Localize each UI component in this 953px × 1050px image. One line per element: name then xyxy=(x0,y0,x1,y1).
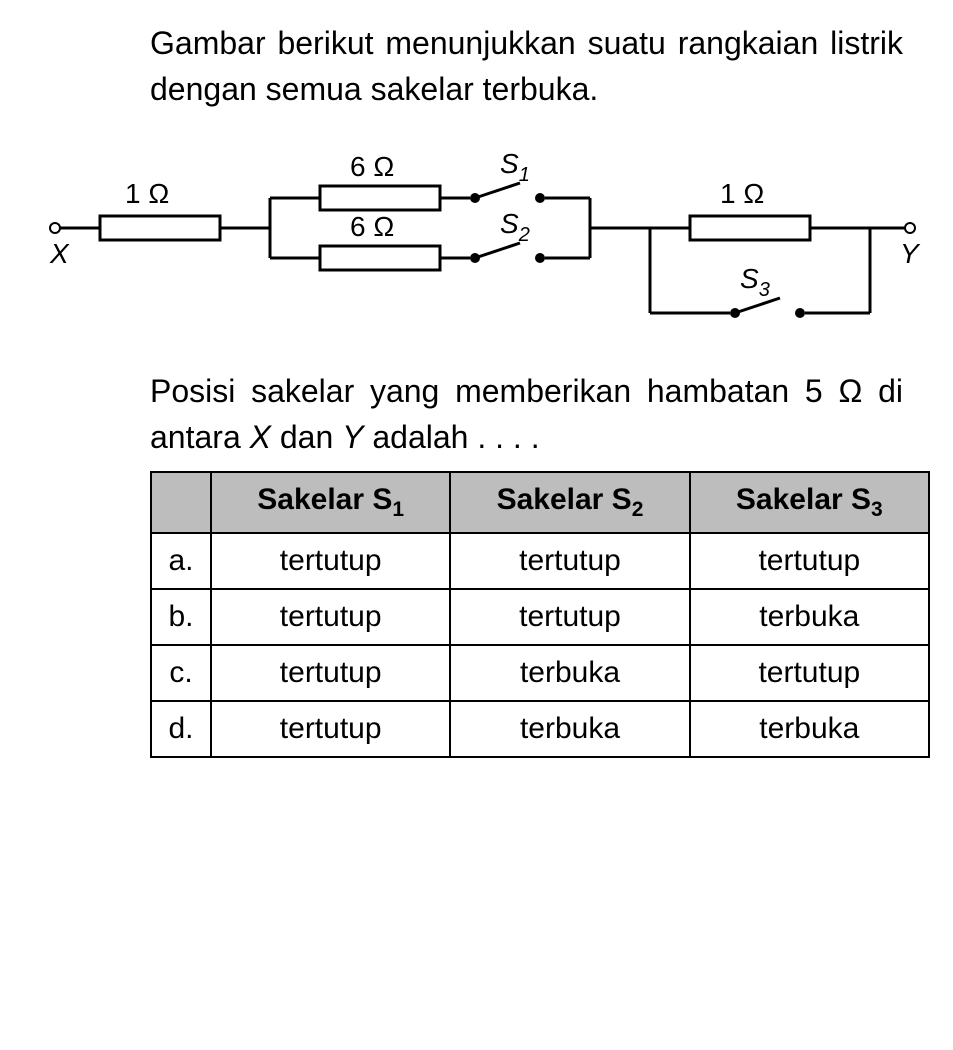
option-cell: terbuka xyxy=(450,701,689,757)
table-row: a. tertutup tertutup tertutup xyxy=(151,533,929,589)
switch-s2-label: S2 xyxy=(500,208,530,246)
header-s1: Sakelar S1 xyxy=(211,472,450,533)
table-row: b. tertutup tertutup terbuka xyxy=(151,589,929,645)
option-letter: c. xyxy=(151,645,211,701)
option-letter: b. xyxy=(151,589,211,645)
table-row: d. tertutup terbuka terbuka xyxy=(151,701,929,757)
table-header-row: Sakelar S1 Sakelar S2 Sakelar S3 xyxy=(151,472,929,533)
header-s2: Sakelar S2 xyxy=(450,472,689,533)
option-cell: terbuka xyxy=(690,589,929,645)
option-cell: tertutup xyxy=(690,533,929,589)
question-follow: Posisi sakelar yang memberikan hambatan … xyxy=(150,368,903,461)
option-cell: tertutup xyxy=(211,645,450,701)
terminal-y-label: Y xyxy=(900,238,921,269)
option-cell: tertutup xyxy=(690,645,929,701)
option-cell: tertutup xyxy=(450,533,689,589)
option-cell: terbuka xyxy=(450,645,689,701)
option-cell: tertutup xyxy=(211,533,450,589)
options-table: Sakelar S1 Sakelar S2 Sakelar S3 a. tert… xyxy=(150,471,930,758)
switch-s3-label: S3 xyxy=(740,263,770,301)
option-cell: tertutup xyxy=(211,589,450,645)
resistor-right-label: 1 Ω xyxy=(720,178,764,209)
option-letter: a. xyxy=(151,533,211,589)
resistor-bot-label: 6 Ω xyxy=(350,211,394,242)
table-row: c. tertutup terbuka tertutup xyxy=(151,645,929,701)
header-s3: Sakelar S3 xyxy=(690,472,929,533)
resistor-top-label: 6 Ω xyxy=(350,151,394,182)
header-blank xyxy=(151,472,211,533)
option-letter: d. xyxy=(151,701,211,757)
resistor-left-label: 1 Ω xyxy=(125,178,169,209)
circuit-diagram: X 1 Ω 6 Ω S1 6 Ω S2 xyxy=(30,138,930,338)
option-cell: tertutup xyxy=(450,589,689,645)
option-cell: tertutup xyxy=(211,701,450,757)
question-intro: Gambar berikut menunjukkan suatu rangkai… xyxy=(150,20,903,113)
terminal-x-label: X xyxy=(49,238,70,269)
switch-s1-label: S1 xyxy=(500,148,530,186)
option-cell: terbuka xyxy=(690,701,929,757)
